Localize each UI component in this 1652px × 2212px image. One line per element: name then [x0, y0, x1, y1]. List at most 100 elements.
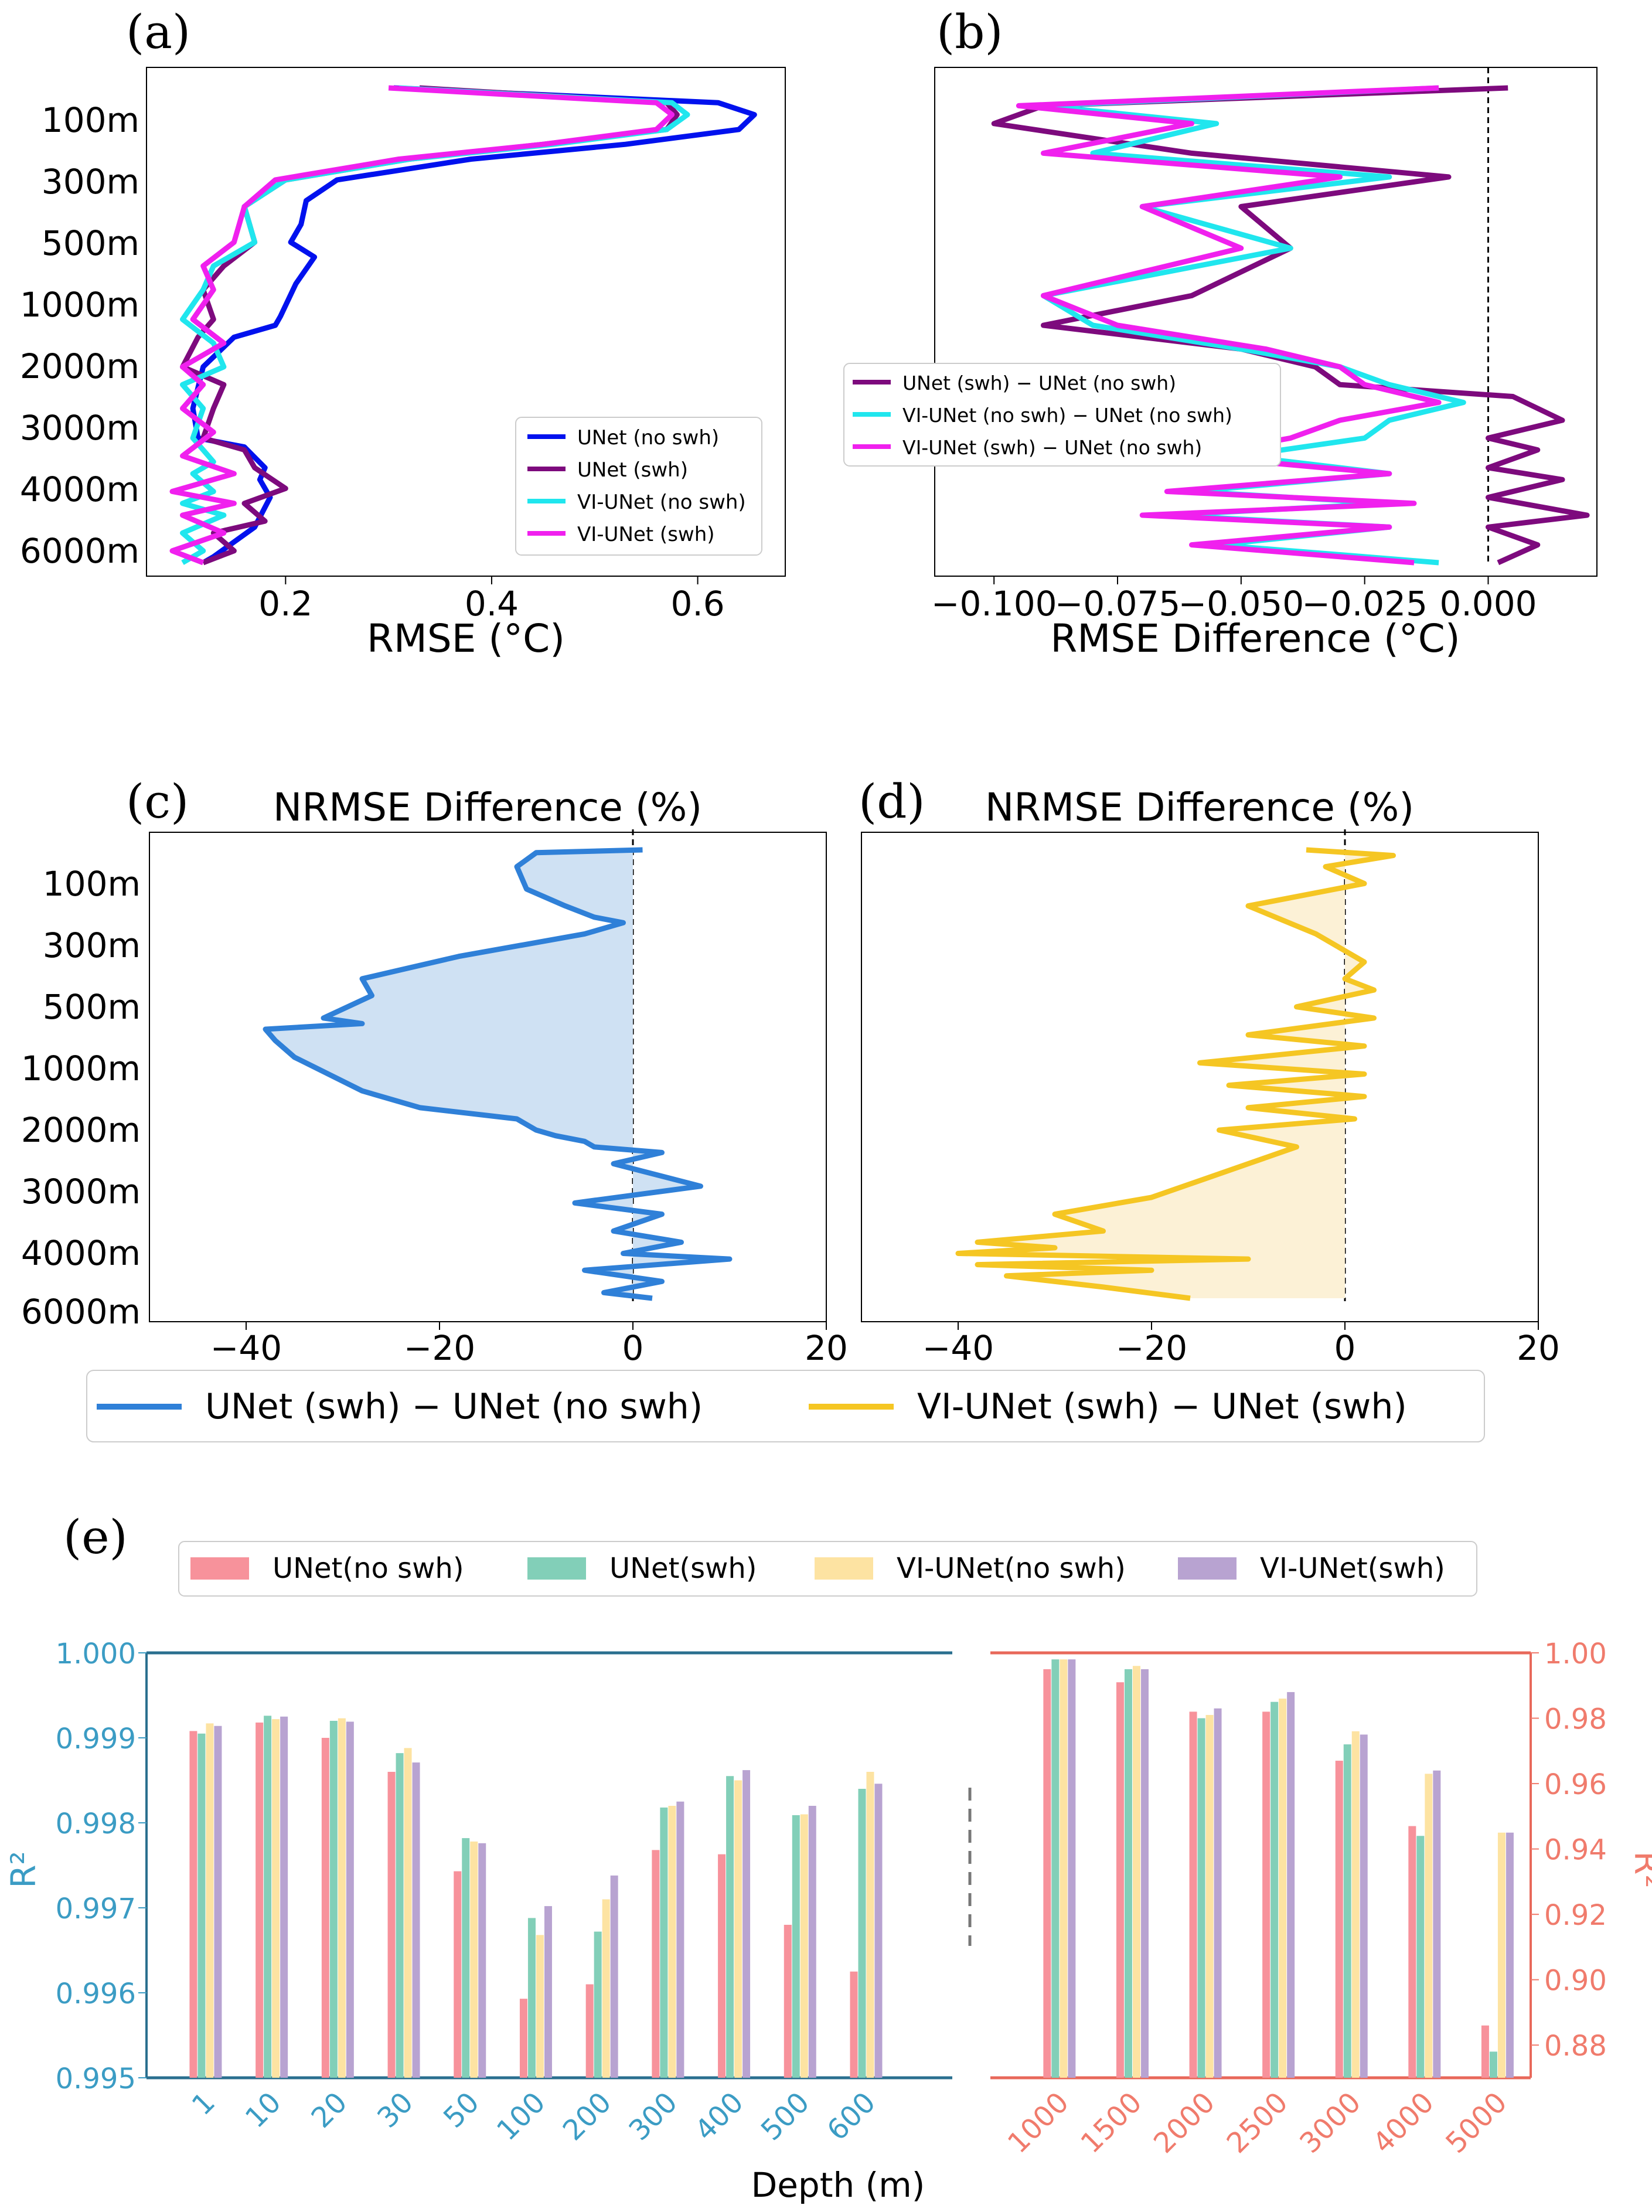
legend-label: UNet (no swh): [577, 426, 719, 450]
panel-e-bar: [1043, 1669, 1051, 2078]
panel-a: (a) 100m 300m 500m 1000m 2000m 3000m 400…: [20, 5, 786, 661]
panel-a-xtick-label: 0.6: [670, 584, 724, 624]
panel-e-bar: [264, 1716, 272, 2078]
panel-d-frame: [861, 832, 1539, 1322]
panel-e-left-ytick-label: 0.998: [56, 1808, 136, 1840]
panel-e-bar: [1262, 1711, 1270, 2078]
panel-e-bar: [544, 1906, 552, 2078]
panel-e-bar: [1205, 1714, 1214, 2078]
panel-e-bar: [387, 1772, 396, 2078]
panel-e-bar: [1416, 1836, 1425, 2078]
panel-a-frame: [146, 67, 786, 577]
legend-label: VI-UNet(swh): [1260, 1552, 1445, 1585]
panel-e-bar: [1497, 1832, 1505, 2078]
legend-box: [515, 417, 762, 556]
panel-e-bar: [784, 1925, 792, 2078]
panel-d-fill-area: [958, 850, 1394, 1298]
panel-c-frame: [149, 832, 827, 1322]
panel-e-bar: [808, 1806, 816, 2078]
panel-e-bar: [1287, 1692, 1295, 2078]
panel-e-bar: [338, 1718, 346, 2078]
panel-d-title: NRMSE Difference (%): [985, 785, 1414, 830]
panel-e-xtick-label: 1: [186, 2086, 222, 2122]
panel-d-series-line: [955, 847, 1396, 1301]
panel-d-xtick-label: −40: [922, 1328, 994, 1368]
panel-e-bar: [329, 1721, 338, 2078]
legend-label: VI-UNet(no swh): [897, 1552, 1126, 1585]
panel-e-bar: [527, 1918, 536, 2078]
panel-e-bar: [1425, 1774, 1433, 2078]
panel-e-right-ytick-label: 0.96: [1544, 1768, 1607, 1801]
panel-e-bar: [1132, 1666, 1140, 2078]
panel-e-bar: [1214, 1708, 1222, 2078]
panel-e-bar: [412, 1762, 420, 2078]
panel-b-xticks: −0.100−0.075−0.050−0.025 0.000: [931, 576, 1537, 624]
panel-c-plot: [263, 829, 733, 1301]
panel-e-xtick-label: 2500: [1221, 2086, 1295, 2160]
panel-e-left-ytick-label: 0.996: [56, 1978, 136, 2010]
panel-a-ytick: 300m: [42, 162, 139, 202]
panel-e-bar: [1335, 1761, 1343, 2078]
panel-e-xtick-label: 4000: [1367, 2086, 1440, 2160]
panel-a-ytick: 1000m: [20, 285, 139, 325]
panel-e-bar: [726, 1776, 734, 2078]
panel-e-xtick-label: 500: [755, 2086, 816, 2147]
panel-e-xtick-label: 100: [491, 2086, 551, 2147]
panel-a-ytick: 500m: [42, 223, 139, 263]
panel-e-bar: [272, 1719, 280, 2078]
panel-e-bar: [1279, 1699, 1287, 2078]
panel-e-bar: [478, 1843, 486, 2078]
panel-c-ytick: 100m: [43, 864, 141, 904]
panel-e-left-ytick-label: 0.999: [56, 1723, 136, 1755]
panel-c-ytick: 4000m: [21, 1233, 141, 1273]
panel-e-bar: [1140, 1669, 1149, 2078]
panel-e-bar: [404, 1748, 412, 2078]
panel-e-bar: [676, 1801, 684, 2078]
legend-swatch-vi-unet-no-swh: [815, 1557, 873, 1580]
panel-b-xtick-label: −0.025: [1302, 584, 1428, 624]
panel-c-label: (c): [126, 774, 189, 829]
panel-a-legend: UNet (no swh) UNet (swh) VI-UNet (no swh…: [515, 417, 762, 556]
panel-e-right-ytick-label: 0.92: [1544, 1899, 1607, 1932]
panel-e-bar: [858, 1789, 866, 2078]
panel-e-bar: [280, 1716, 288, 2078]
legend-label: VI-UNet (swh): [577, 523, 715, 546]
panel-e-bar: [1408, 1826, 1416, 2078]
panel-e-xtick-label: 5000: [1439, 2086, 1513, 2160]
panel-e-bar: [346, 1721, 354, 2078]
panel-a-ytick: 3000m: [20, 408, 139, 448]
panel-e-bar: [1051, 1659, 1060, 2078]
panel-e-xtick-label: 30: [371, 2086, 420, 2135]
panel-e-bar: [850, 1971, 858, 2078]
legend-label: VI-UNet (swh) − UNet (no swh): [902, 436, 1202, 459]
panel-e-bar: [1481, 2025, 1489, 2078]
legend-swatch-unet-swh: [527, 1557, 586, 1580]
panel-e-right-ytick-label: 1.00: [1544, 1638, 1607, 1670]
panel-b-label: (b): [936, 5, 1003, 59]
panel-c-xtick-label: 20: [805, 1328, 848, 1368]
panel-e-legend: UNet(no swh) UNet(swh) VI-UNet(no swh) V…: [178, 1541, 1477, 1597]
panel-e-bar: [1343, 1744, 1351, 2078]
panel-e-xtick-label: 2000: [1147, 2086, 1221, 2160]
panel-d-plot: [955, 829, 1396, 1301]
panel-c-xtick-label: −20: [404, 1328, 475, 1368]
panel-e-bar: [1116, 1682, 1124, 2078]
panel-b-xlabel: RMSE Difference (°C): [1050, 616, 1460, 661]
panel-e-xtick-label: 200: [557, 2086, 618, 2147]
panel-e-bar: [1433, 1770, 1441, 2078]
legend-label: UNet(no swh): [273, 1552, 464, 1585]
panel-e-bar: [470, 1841, 478, 2078]
panel-e-xtick-label: 300: [622, 2086, 683, 2147]
panel-e-xtick-label: 1000: [1002, 2086, 1075, 2160]
panel-e-bar: [742, 1770, 751, 2078]
panel-b-series-line: [991, 85, 1590, 566]
panel-a-ytick: 4000m: [20, 469, 139, 509]
panel-e-bar: [1124, 1669, 1132, 2078]
panel-a-ytick: 6000m: [20, 531, 139, 571]
panel-b-series-line: [1016, 85, 1442, 566]
panel-e-bar: [1360, 1734, 1368, 2078]
panel-e-right-ytick-label: 0.88: [1544, 2030, 1607, 2063]
panel-a-yticks: 100m 300m 500m 1000m 2000m 3000m 4000m 6…: [20, 100, 139, 571]
panel-b-xtick-label: 0.000: [1439, 584, 1537, 624]
